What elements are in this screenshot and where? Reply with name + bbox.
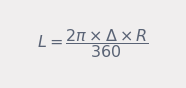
Text: $L = \dfrac{2\pi \times \Delta \times R}{360}$: $L = \dfrac{2\pi \times \Delta \times R}… [37,28,149,60]
